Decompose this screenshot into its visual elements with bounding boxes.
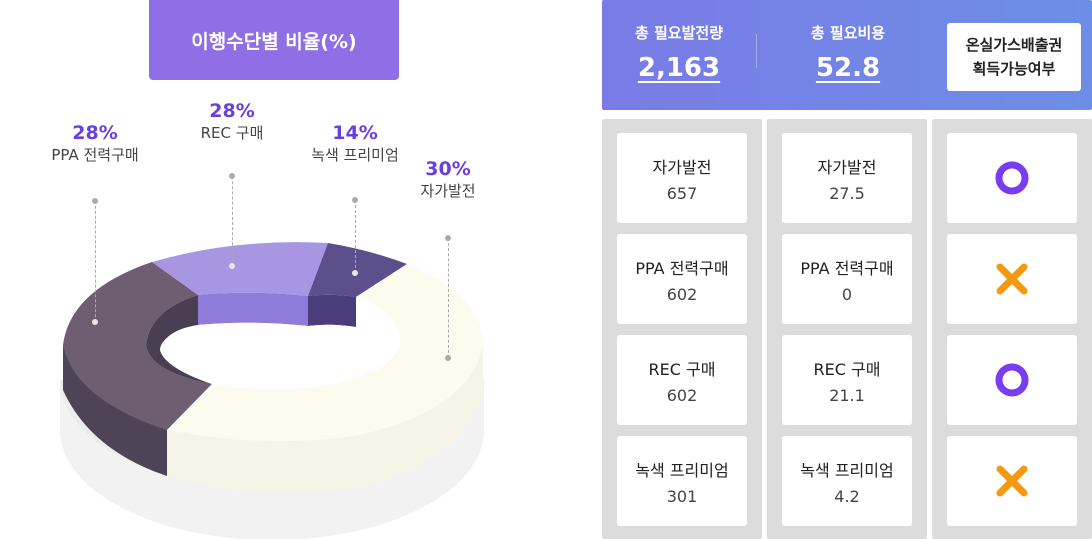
circle-o-icon — [995, 363, 1029, 397]
inner-wall-green — [308, 294, 356, 327]
emission-line1: 온실가스배출권 — [965, 36, 1063, 54]
summary-header: 총 필요발전량 2,163 총 필요비용 52.8 온실가스배출권 획득가능여부 — [602, 0, 1092, 110]
total-cost-label: 총 필요비용 — [810, 24, 886, 42]
cost-card-value: 4.2 — [834, 486, 860, 506]
segment-ppa — [63, 262, 212, 430]
label-green-name: 녹색 프리미엄 — [311, 146, 399, 164]
label-self-percent: 30% — [425, 158, 471, 180]
segment-self-side — [167, 345, 483, 494]
cost-card: 녹색 프리미엄 4.2 — [782, 436, 912, 526]
label-rec-percent: 28% — [209, 100, 255, 122]
label-ppa-name: PPA 전력구매 — [51, 146, 139, 164]
segment-green — [308, 243, 407, 297]
segment-rec — [152, 242, 328, 296]
cost-card-name: 자가발전 — [817, 157, 877, 177]
power-card: PPA 전력구매 602 — [617, 234, 747, 324]
power-card-name: PPA 전력구매 — [635, 258, 729, 278]
donut-chart — [60, 242, 484, 539]
cost-card: PPA 전력구매 0 — [782, 234, 912, 324]
power-card-value: 602 — [666, 284, 698, 304]
label-green-percent: 14% — [332, 122, 378, 144]
cost-card: REC 구매 21.1 — [782, 335, 912, 425]
power-card-name: 녹색 프리미엄 — [635, 460, 729, 480]
label-self-name: 자가발전 — [420, 182, 476, 200]
cost-card-name: REC 구매 — [813, 359, 881, 379]
power-card-name: REC 구매 — [648, 359, 716, 379]
label-ppa: 28% PPA 전력구매 — [40, 122, 150, 165]
eligibility-card — [947, 335, 1077, 425]
label-ppa-percent: 28% — [72, 122, 118, 144]
power-card: 녹색 프리미엄 301 — [617, 436, 747, 526]
label-rec: 28% REC 구매 — [182, 100, 282, 143]
segment-ppa-side — [63, 345, 167, 476]
segment-self — [167, 264, 483, 442]
emission-line2: 획득가능여부 — [972, 60, 1056, 78]
total-power-value: 2,163 — [637, 53, 721, 83]
power-card-name: 자가발전 — [652, 157, 712, 177]
inner-wall-rec — [198, 292, 308, 326]
power-card: 자가발전 657 — [617, 133, 747, 223]
cost-card-name: 녹색 프리미엄 — [800, 460, 894, 480]
cost-card-name: PPA 전력구매 — [800, 258, 894, 278]
cost-column: 자가발전 27.5 PPA 전력구매 0 REC 구매 21.1 녹색 프리미엄… — [767, 119, 927, 539]
inner-wall-ppa — [146, 295, 212, 384]
eligibility-column — [932, 119, 1092, 539]
inner-hole — [160, 322, 400, 390]
power-card-value: 602 — [666, 385, 698, 405]
chart-title: 이행수단별 비율(%) — [149, 0, 399, 80]
total-power-label: 총 필요발전량 — [634, 24, 724, 42]
x-mark-icon — [996, 263, 1028, 295]
total-cost: 총 필요비용 52.8 — [768, 22, 928, 83]
emission-eligibility-header: 온실가스배출권 획득가능여부 — [947, 23, 1081, 91]
power-card-value: 301 — [666, 486, 698, 506]
cost-card-value: 27.5 — [829, 183, 865, 203]
eligibility-card — [947, 234, 1077, 324]
cost-card-value: 0 — [841, 284, 853, 304]
total-power: 총 필요발전량 2,163 — [602, 22, 756, 83]
total-cost-value: 52.8 — [815, 53, 881, 83]
circle-o-icon — [995, 161, 1029, 195]
power-card: REC 구매 602 — [617, 335, 747, 425]
cost-card-value: 21.1 — [829, 385, 865, 405]
label-self: 30% 자가발전 — [408, 158, 488, 201]
label-green: 14% 녹색 프리미엄 — [300, 122, 410, 165]
power-column: 자가발전 657 PPA 전력구매 602 REC 구매 602 녹색 프리미엄… — [602, 119, 762, 539]
eligibility-card — [947, 133, 1077, 223]
header-divider — [756, 34, 757, 68]
power-card-value: 657 — [666, 183, 698, 203]
label-rec-name: REC 구매 — [200, 124, 264, 142]
eligibility-card — [947, 436, 1077, 526]
cost-card: 자가발전 27.5 — [782, 133, 912, 223]
x-mark-icon — [996, 465, 1028, 497]
